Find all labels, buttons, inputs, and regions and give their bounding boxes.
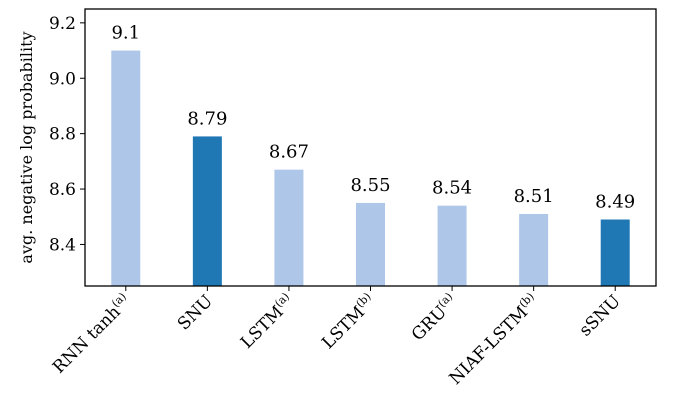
bar-0 bbox=[111, 50, 141, 286]
value-labels-group: 9.1 8.79 8.67 8.55 8.54 8.51 8.49 bbox=[111, 23, 635, 213]
x-tick-label-5: NIAF-LSTM(b) bbox=[444, 290, 543, 389]
y-axis-ticks: 8.4 8.6 8.8 9.0 9.2 bbox=[49, 14, 85, 255]
value-label-6: 8.49 bbox=[595, 192, 635, 213]
bar-3 bbox=[356, 202, 385, 286]
plot-frame bbox=[84, 8, 657, 287]
bar-6 bbox=[600, 219, 630, 286]
value-label-1: 8.79 bbox=[187, 108, 227, 129]
bar-5 bbox=[519, 213, 549, 286]
y-tick-label-4: 9.2 bbox=[49, 14, 76, 34]
bar-1 bbox=[192, 136, 222, 286]
y-tick-label-2: 8.8 bbox=[49, 125, 76, 145]
x-tick-label-2: LSTM(a) bbox=[236, 290, 299, 353]
x-tick-label-6: sSNU bbox=[576, 291, 625, 340]
y-tick-label-0: 8.4 bbox=[49, 235, 76, 255]
y-tick-label-3: 9.0 bbox=[49, 69, 76, 89]
value-label-0: 9.1 bbox=[111, 23, 140, 44]
bar-2 bbox=[274, 169, 304, 286]
value-label-5: 8.51 bbox=[514, 186, 554, 207]
x-tick-label-4: GRU(a) bbox=[407, 290, 462, 345]
y-tick-label-1: 8.6 bbox=[49, 180, 76, 200]
y-axis-label: avg. negative log probability bbox=[17, 31, 36, 263]
bar-4 bbox=[437, 205, 467, 286]
x-axis-ticks: RNN tanh(a) SNU LSTM(a) LSTM(b) GRU(a)NIAF-L… bbox=[48, 286, 625, 389]
bars-group bbox=[111, 50, 630, 286]
x-tick-label-3: LSTM(b) bbox=[317, 290, 380, 353]
x-tick-label-0: RNN tanh(a) bbox=[48, 290, 136, 378]
value-label-3: 8.55 bbox=[350, 175, 390, 196]
value-label-4: 8.54 bbox=[432, 178, 472, 199]
value-label-2: 8.67 bbox=[269, 142, 309, 163]
x-tick-label-1: SNU bbox=[174, 291, 217, 334]
